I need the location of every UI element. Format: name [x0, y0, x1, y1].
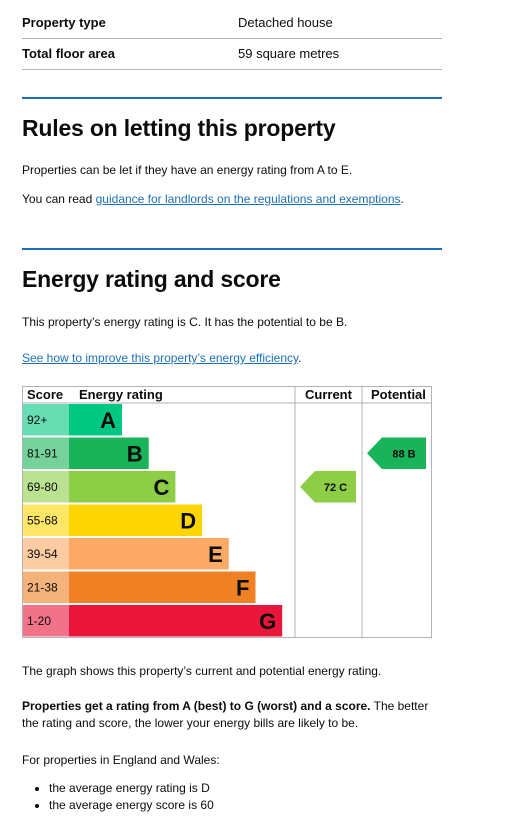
- score-range-g: 1-20: [27, 614, 51, 628]
- letting-paragraph: Properties can be let if they have an en…: [22, 163, 353, 177]
- list-item: the average energy score is 60: [49, 797, 214, 814]
- potential-rating-arrow: [367, 437, 426, 469]
- guidance-prefix: You can read: [22, 192, 96, 206]
- guidance-paragraph: You can read guidance for landlords on t…: [22, 191, 462, 208]
- rating-bar-b: [69, 437, 149, 469]
- score-range-e: 39-54: [27, 547, 58, 561]
- score-cell-f: [23, 571, 69, 603]
- score-cell-c: [23, 471, 69, 503]
- current-rating-label: 72 C: [324, 482, 347, 494]
- score-cell-a: [23, 404, 69, 436]
- score-cell-g: [23, 605, 69, 637]
- average-list: the average energy rating is D the avera…: [22, 780, 214, 814]
- list-item: the average energy rating is D: [49, 780, 214, 797]
- improve-paragraph: See how to improve this property’s energ…: [22, 350, 462, 367]
- summary-key: Property type: [22, 15, 106, 30]
- rating-bar-e: [69, 538, 229, 570]
- rating-bar-a: [69, 404, 122, 436]
- improve-efficiency-link[interactable]: See how to improve this property’s energ…: [22, 351, 299, 365]
- potential-rating-label: 88 B: [392, 448, 415, 460]
- score-range-a: 92+: [27, 413, 47, 427]
- guidance-suffix: .: [400, 192, 404, 206]
- summary-row-property-type: Property type Detached house: [22, 7, 442, 39]
- rating-explanation: Properties get a rating from A (best) to…: [22, 698, 442, 732]
- score-range-f: 21-38: [27, 580, 58, 594]
- score-range-b: 81-91: [27, 446, 58, 460]
- summary-row-floor-area: Total floor area 59 square metres: [22, 38, 442, 70]
- energy-rating-chart: Score Energy rating Current Potential 92+ A 81…: [22, 386, 433, 643]
- guidance-link[interactable]: guidance for landlords on the regulation…: [95, 192, 401, 206]
- rating-letter-f: F: [236, 575, 249, 600]
- rating-letter-g: G: [259, 609, 276, 634]
- score-cell-d: [23, 504, 69, 536]
- rating-letter-d: D: [180, 508, 196, 533]
- rating-explanation-rest: The better the rating and score, the low…: [22, 699, 429, 730]
- current-header: Current: [305, 387, 353, 402]
- letting-heading: Rules on letting this property: [22, 115, 336, 141]
- score-range-c: 69-80: [27, 480, 58, 494]
- summary-value: 59 square metres: [238, 46, 340, 61]
- rating-letter-e: E: [208, 542, 223, 567]
- section-divider: [22, 97, 442, 99]
- score-cell-e: [23, 538, 69, 570]
- rating-bar-g: [69, 605, 283, 637]
- energy-heading: Energy rating and score: [22, 266, 281, 292]
- potential-header: Potential: [371, 387, 426, 402]
- score-header: Score: [27, 387, 63, 402]
- england-wales-intro: For properties in England and Wales:: [22, 753, 220, 767]
- chart-frame: [22, 386, 432, 638]
- score-range-d: 55-68: [27, 513, 58, 527]
- rating-letter-a: A: [100, 408, 116, 433]
- rating-bar-f: [69, 571, 256, 603]
- improve-suffix: .: [298, 351, 302, 365]
- rating-letter-c: C: [154, 475, 170, 500]
- energy-rating-paragraph: This property’s energy rating is C. It h…: [22, 315, 348, 329]
- rating-bar-c: [69, 471, 176, 503]
- rating-bar-d: [69, 504, 203, 536]
- energy-rating-header: Energy rating: [79, 387, 163, 402]
- summary-value: Detached house: [238, 15, 333, 30]
- epc-graph: Score Energy rating Current Potential 92+ A 81…: [22, 386, 432, 638]
- current-rating-arrow: [300, 471, 356, 503]
- score-cell-b: [23, 437, 69, 469]
- rating-letter-b: B: [127, 441, 143, 466]
- rating-explanation-bold: Properties get a rating from A (best) to…: [22, 699, 371, 713]
- graph-note: The graph shows this property’s current …: [22, 664, 382, 678]
- section-divider: [22, 248, 442, 250]
- summary-key: Total floor area: [22, 46, 115, 61]
